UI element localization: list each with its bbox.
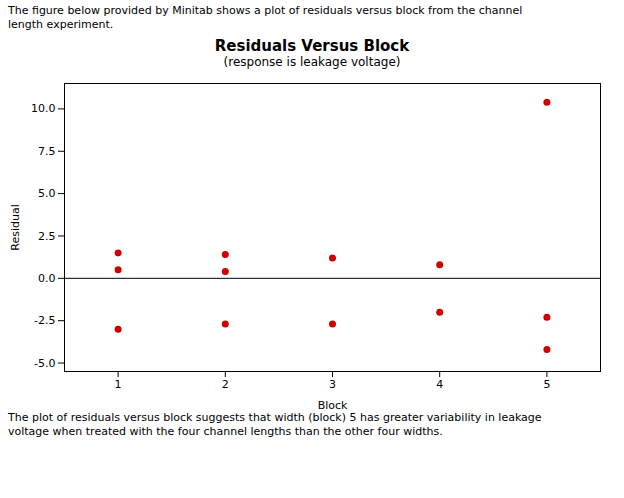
- svg-text:3: 3: [329, 378, 336, 391]
- svg-text:5: 5: [543, 378, 550, 391]
- svg-text:4: 4: [436, 378, 443, 391]
- svg-text:0.0: 0.0: [38, 271, 56, 284]
- svg-text:-2.5: -2.5: [34, 314, 55, 327]
- svg-text:2: 2: [222, 378, 229, 391]
- html-text:The figure below provided by M: The figure below provided by Minitab sho…: [8, 4, 523, 32]
- svg-text:5.0: 5.0: [38, 187, 56, 200]
- html-text:(response is leakage voltage): (response is leakage voltage): [223, 54, 401, 69]
- html-text:Residuals Versus Block: Residuals Versus Block: [214, 36, 410, 55]
- svg-text:1: 1: [115, 378, 122, 391]
- svg-text:Block: Block: [318, 398, 348, 411]
- svg-text:-5.0: -5.0: [34, 356, 55, 369]
- svg-text:Residual: Residual: [9, 204, 22, 250]
- html-text:The plot of residuals versus b: The plot of residuals versus block sugge…: [8, 410, 542, 438]
- svg-text:10.0: 10.0: [31, 102, 56, 115]
- svg-text:2.5: 2.5: [38, 229, 56, 242]
- svg-text:7.5: 7.5: [38, 144, 56, 157]
